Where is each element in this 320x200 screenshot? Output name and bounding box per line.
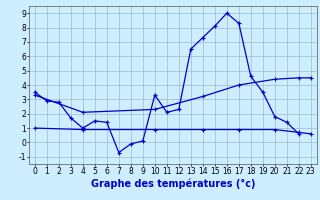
- X-axis label: Graphe des températures (°c): Graphe des températures (°c): [91, 179, 255, 189]
